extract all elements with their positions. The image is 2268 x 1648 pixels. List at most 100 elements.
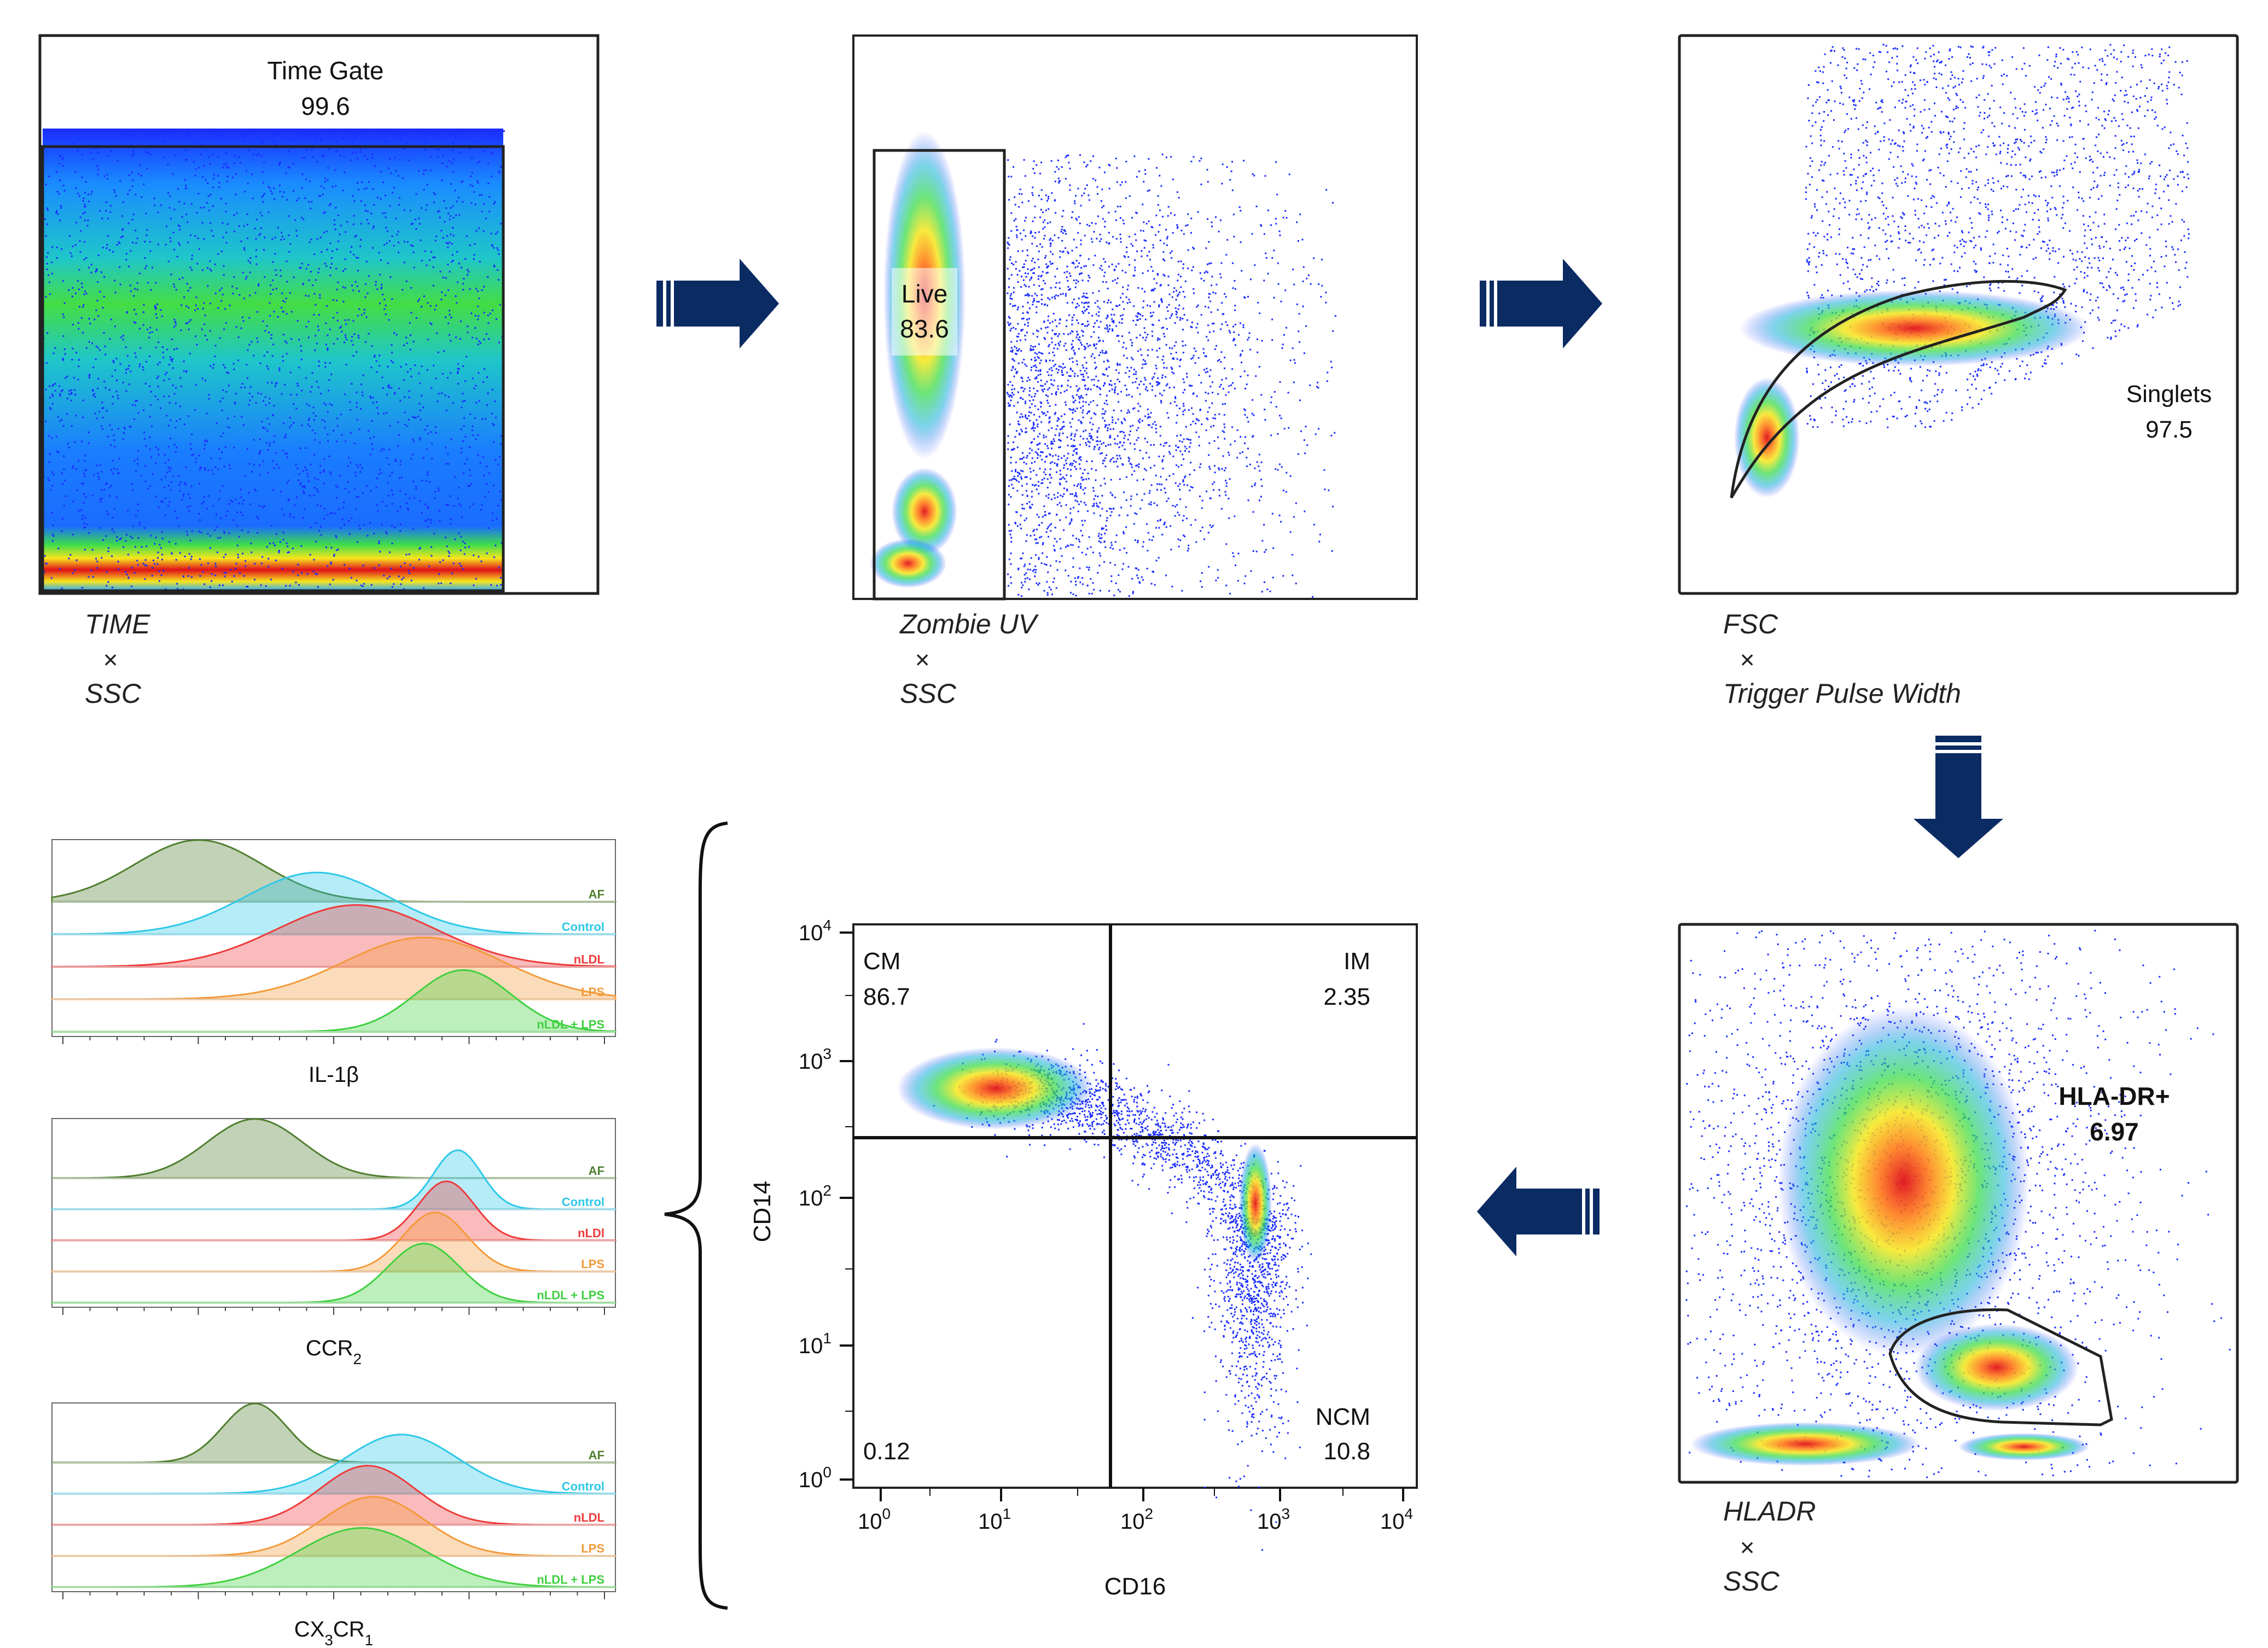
hist-legend-nldl: nLDL [574,952,604,966]
hist-frame [51,1402,616,1592]
density-core [897,1047,1094,1129]
density-core [1778,1006,2029,1356]
hist-legend-af: AF [589,1448,604,1462]
cm-name: CM [863,948,900,975]
marker-sub: 2 [353,1350,362,1367]
neg-value: 0.12 [863,1438,910,1465]
x-tick-exp: 2 [1144,1505,1153,1522]
marker-sub1: 3 [324,1632,333,1648]
arrow-head [1497,259,1602,348]
hist-legend-af: AF [589,888,604,901]
y-axis-label: SSC [900,678,957,709]
times-sign: × [103,645,118,674]
arrow-head [674,259,779,348]
histogram-il1b: IL-1β AF Control nLDL LPS nLDL + LPS [51,839,617,1087]
arrow-stripe [1935,736,1981,742]
hist-legend-lps: LPS [581,1542,604,1556]
x-tick-label: 100 [858,1505,891,1534]
arrow-head [1914,753,2003,858]
grouping-brace [664,822,728,1610]
y-axis-label: SSC [1723,1566,1780,1597]
density-core [1239,1143,1272,1263]
hist-legend-nldl_lps: nLDL + LPS [537,1017,604,1031]
hist-marker: CCR2 [306,1336,362,1367]
marker-base: CX [294,1617,325,1641]
hist-legend-lps: LPS [581,1257,604,1271]
hist-marker: CX3CR1 [294,1617,374,1648]
x-axis-label: Zombie UV [899,609,1039,639]
x-axis-label: CD16 [1104,1573,1166,1600]
x-tick-label: 102 [1120,1505,1153,1534]
y-tick-exp: 0 [823,1464,831,1481]
time-density [43,129,503,591]
arrow-stripe [1593,1189,1600,1234]
marker-sub2: 1 [365,1632,374,1648]
density-core [1690,1422,1920,1466]
hist-legend-nldl: nLDl [578,1226,604,1240]
hist-legend-nldl: nLDL [574,1511,604,1524]
hist-legend-control: Control [562,920,604,934]
arrow-2-to-3 [1480,259,1602,348]
y-axis-label: CD14 [749,1181,776,1243]
density-dots [1734,44,2190,498]
times-sign: × [1740,1533,1754,1562]
arrow-head [1477,1167,1582,1256]
x-tick-exp: 1 [1002,1505,1011,1522]
density-core [870,539,946,588]
hist-legend-control: Control [562,1480,604,1493]
panel-fsc-tpw: Singlets 97.5 FSC × Trigger Pulse Width [1678,34,2239,709]
y-tick-exp: 3 [823,1045,831,1062]
arrow-stripe [666,281,671,327]
hist-legend-control: Control [562,1195,604,1209]
panel-hladr-ssc: HLA-DR+ 6.97 HLADR × SSC [1678,923,2239,1597]
hist-frame [51,839,616,1037]
histogram-ccr2: CCR2 AF Control nLDl LPS nLDL + LPS [51,1118,617,1367]
hist-legend-lps: LPS [581,985,604,999]
live-label-bg [892,268,957,356]
arrow-3-to-4 [1914,736,2003,858]
plot-frame [852,923,1418,1489]
arrow-4-to-5 [1477,1167,1600,1256]
x-tick-exp: 0 [882,1505,891,1522]
hist-legend-af: AF [589,1164,604,1178]
hist-frame [51,1118,616,1308]
hist-marker: IL-1β [309,1063,359,1087]
x-tick-exp: 4 [1404,1505,1413,1522]
ncm-name: NCM [1316,1404,1370,1430]
density-core [892,468,957,555]
arrow-stripe [656,281,663,327]
hist-curve-control [51,871,617,935]
times-sign: × [1740,645,1754,674]
arrow-1-to-2 [656,259,779,348]
histogram-cx3cr1: CX3CR1 AF Control nLDL LPS nLDL + LPS [51,1402,617,1648]
x-tick-label: 103 [1257,1505,1290,1534]
panel-zombie-ssc: Live 83.6 Zombie UV × SSC [852,34,1418,709]
hladr-gate [1888,1308,2113,1426]
time-gate-name: Time Gate [267,56,383,85]
y-tick-exp: 1 [823,1330,831,1347]
flow-arrows [656,259,2003,1256]
y-tick-label: 103 [799,1045,831,1074]
hist-legend-nldl_lps: nLDL + LPS [537,1573,604,1587]
live-gate-value: 83.6 [900,315,949,343]
arrow-stripe [1935,746,1981,750]
cm-value: 86.7 [863,983,910,1010]
scatter-points [43,129,505,592]
marker-base: CCR [306,1336,353,1360]
density-dots [897,1023,1312,1551]
y-axis-label: Trigger Pulse Width [1723,678,1961,709]
singlets-gate-value: 97.5 [2145,416,2193,443]
panel-cd16-cd14: CM 86.7 IM 2.35 NCM 10.8 0.12 100 101 102 1… [749,917,1418,1600]
y-tick-label: 102 [799,1182,831,1210]
singlets-gate-name: Singlets [2126,381,2212,407]
im-value: 2.35 [1323,983,1370,1010]
y-tick-exp: 2 [823,1182,831,1199]
live-gate-name: Live [902,279,947,308]
y-tick-exp: 4 [823,917,831,934]
marker-mid: CR [333,1617,365,1641]
arrow-stripe [1585,1189,1590,1234]
y-tick-label: 100 [799,1464,831,1492]
x-ticks: 100 101 102 103 104 [858,1488,1413,1534]
